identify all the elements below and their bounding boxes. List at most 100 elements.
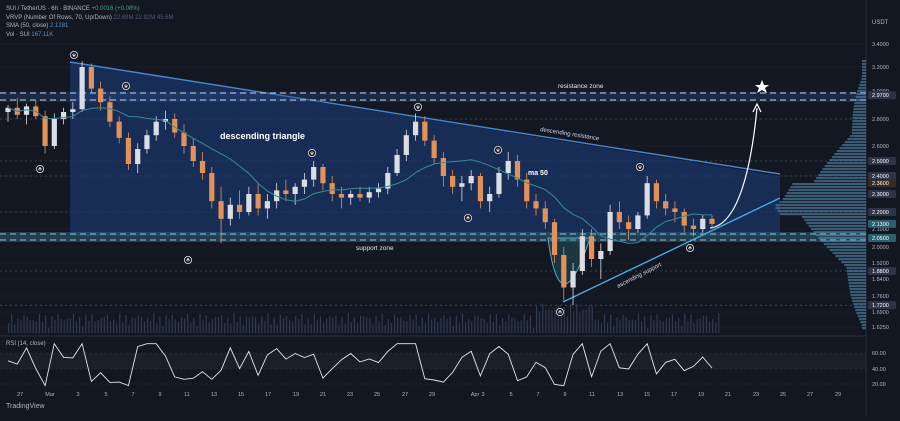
rsi-line [7,342,713,387]
volume-bar [418,326,420,333]
candle-body [681,212,687,226]
volume-bar [217,317,220,333]
candle-body [357,194,363,198]
sma-50-line [7,107,713,244]
candle-body [311,167,317,180]
volume-bar [372,323,374,333]
volume-profile-row [832,252,866,255]
time-axis[interactable]: 27 Mar 3 5 7 9 11 13 15 17 19 21 23 25 27 29 Apr 3 5 7 9 11 13… [17,392,841,398]
volume-bar [69,318,71,333]
volume-profile-row [862,75,866,78]
price-tick-label: 2.0000 [872,245,889,251]
volume-profile-row [818,237,866,240]
candle-body [181,132,187,146]
legend-vrvp-row[interactable]: VRVP (Number Of Rows, 70, Up/Down) 22.68… [6,14,174,23]
volume-bar [650,315,652,333]
volume-bar [529,315,532,333]
volume-bar [156,322,158,333]
volume-bar [548,309,550,333]
volume-bar [174,319,176,333]
volume-bar [486,323,488,333]
volume-bar [715,322,717,333]
candle-body [431,140,437,158]
time-tick-label: 21 [725,392,731,398]
time-tick-label: 17 [265,392,271,398]
volume-bar [681,325,683,333]
price-axis[interactable]: 3.40003.20003.00002.80002.60002.50002.40… [868,42,896,331]
candle-body [107,102,113,122]
volume-profile-row [801,216,866,219]
volume-bar [539,311,541,333]
ascending-support-line[interactable] [562,197,781,303]
candle-body [505,161,511,173]
volume-bar [51,316,53,333]
price-tick-label: 1.7600 [872,294,889,300]
volume-bar [66,318,68,333]
candle-body [209,173,215,202]
price-tick-label: 1.8400 [872,277,889,283]
volume-bar [684,313,686,333]
volume-bar [560,309,562,333]
arrow-up-icon [38,166,42,171]
candle-body [236,204,243,212]
time-tick-label: 19 [698,392,704,398]
volume-bar [573,312,575,333]
volume-bar [668,317,670,333]
price-tick-label: 2.8000 [872,117,889,123]
volume-bar [48,327,50,333]
volume-bar [267,313,269,333]
volume-bar [440,318,442,333]
volume-bar [353,317,356,333]
volume-bar [492,321,494,333]
price-label: 2.3600 [872,181,889,187]
legend-vol-row[interactable]: Vol · SUI 167.11K [6,31,174,40]
candle-body [79,67,85,110]
volume-bar [165,315,167,333]
volume-bar [644,316,646,333]
volume-bar [26,316,28,333]
volume-bar [474,315,476,333]
volume-profile-row [852,117,866,120]
legend-sma-value: 2.1281 [50,23,69,30]
volume-profile-row [808,225,866,228]
volume-bar [366,317,368,333]
legend-symbol-row[interactable]: SUI / TetherUS · 6h · BINANCE +0.0016 (+… [6,5,174,14]
volume-profile-row [847,276,866,279]
legend-sma-row[interactable]: SMA (50, close) 2.1281 [6,22,174,31]
time-tick-label: 23 [347,392,353,398]
target-star-icon [755,80,769,93]
sma-50-path [7,107,713,244]
volume-bar [403,320,405,333]
candle-body [338,194,345,198]
volume-profile-row [862,63,866,66]
tradingview-logo[interactable]: TradingView [6,403,45,410]
price-label: 2.1300 [872,222,889,228]
volume-bar [279,314,281,333]
arrow-down-icon [496,148,500,153]
volume-bar [35,321,37,333]
volume-bar [585,309,587,333]
volume-bar [326,318,328,333]
candle-body [394,155,400,173]
price-label: 2.2000 [872,210,889,216]
arrow-up-icon [186,257,190,262]
time-tick-label: 21 [320,392,326,398]
volume-bar [190,322,192,333]
volume-bar [344,323,346,333]
price-label: 2.9700 [872,93,889,99]
volume-bar [261,316,263,333]
volume-profile-row [839,147,866,150]
volume-profile-row [856,93,866,96]
volume-profile-row [851,129,866,132]
volume-bar [502,318,504,333]
volume-bar [653,320,655,333]
candle-body [283,190,289,194]
volume-profile-row [851,297,866,300]
volume-bar [239,316,241,333]
label-ma-50: ma 50 [528,170,548,177]
volume-profile-row [779,213,866,216]
volume-profile-row [846,267,866,270]
volume-bar [597,319,599,333]
